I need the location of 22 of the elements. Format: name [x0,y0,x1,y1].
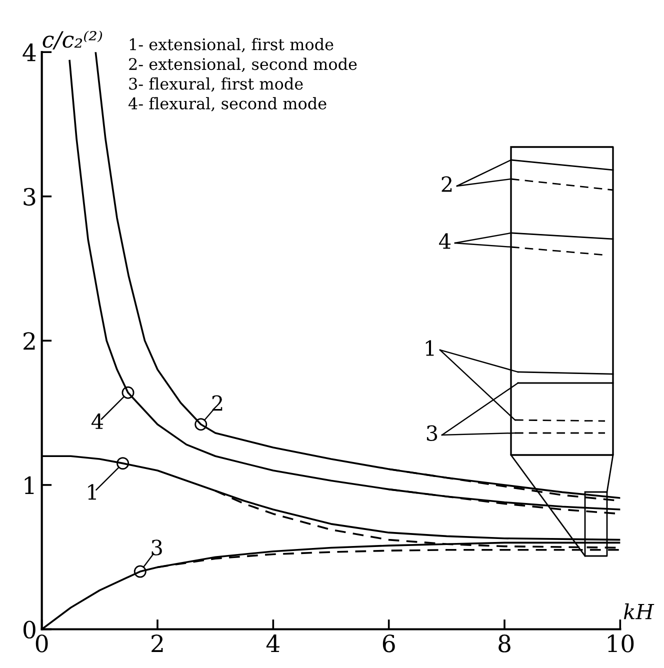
annotation: 4 [439,233,451,249]
annotation: 1 [88,484,96,500]
y-axis-title: c/c₂⁽²⁾ [42,30,102,50]
x-tick-label: 0 [36,634,48,652]
x-tick-label: 4 [266,634,280,652]
x-tick-label: 8 [498,634,510,652]
annotation: 4 [91,413,104,429]
x-tick-label: 10 [608,634,634,652]
annotation: 1 [426,340,434,356]
x-tick-label: 6 [382,634,395,652]
annotation: 3 [426,425,438,442]
x-tick-label: 2 [152,634,163,652]
y-tick-label: 3 [24,188,36,206]
x-axis-title: kH [624,603,654,620]
annotation: 2 [442,176,452,192]
annotation: 2 [212,395,222,411]
annotation: 3 [152,540,162,556]
y-tick-label: 1 [24,476,34,494]
y-tick-label: 2 [24,332,35,350]
y-tick-label: 0 [24,620,36,639]
annotation: 1- extensional, first mode 2- extensional, second mode 3- flexural, first mode 4- flexural, second mode [128,38,357,112]
y-tick-label: 4 [22,44,36,62]
